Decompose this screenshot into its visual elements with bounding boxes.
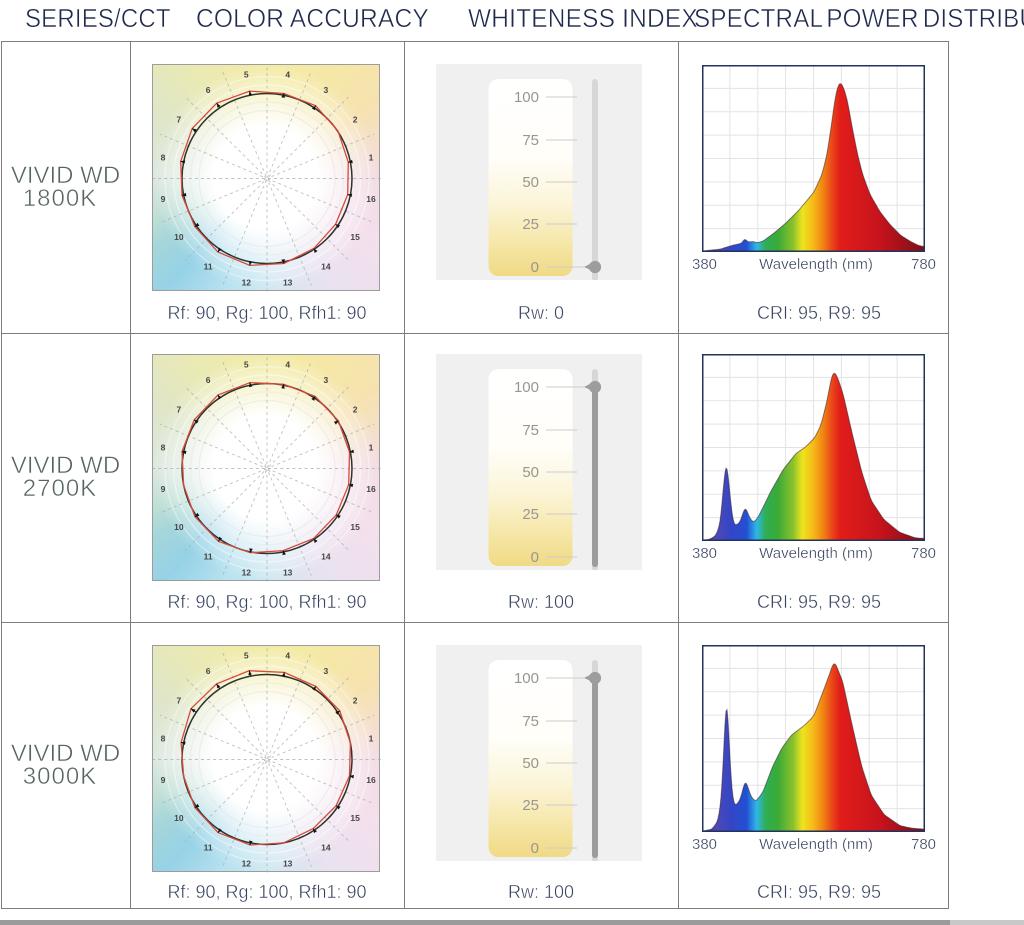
- svg-text:25: 25: [522, 797, 539, 814]
- svg-text:6: 6: [206, 85, 211, 95]
- svg-text:2: 2: [353, 114, 358, 124]
- svg-text:3: 3: [324, 375, 329, 385]
- svg-text:3: 3: [324, 666, 329, 676]
- svg-text:7: 7: [177, 114, 182, 124]
- svg-text:4: 4: [285, 650, 290, 660]
- svg-text:13: 13: [283, 277, 293, 287]
- svg-text:14: 14: [321, 261, 331, 271]
- svg-text:100: 100: [514, 670, 539, 687]
- svg-text:1: 1: [369, 734, 374, 744]
- svg-text:12: 12: [242, 277, 252, 287]
- svg-text:15: 15: [350, 813, 360, 823]
- svg-text:5: 5: [244, 359, 249, 369]
- svg-text:50: 50: [522, 464, 539, 481]
- svg-text:0: 0: [531, 840, 539, 857]
- svg-text:9: 9: [161, 775, 166, 785]
- svg-text:12: 12: [242, 858, 252, 868]
- svg-text:16: 16: [366, 484, 376, 494]
- svg-text:100: 100: [514, 89, 539, 106]
- svg-text:15: 15: [350, 522, 360, 532]
- svg-text:8: 8: [161, 443, 166, 453]
- svg-text:10: 10: [174, 232, 184, 242]
- svg-text:10: 10: [174, 813, 184, 823]
- svg-text:16: 16: [366, 194, 376, 204]
- svg-text:50: 50: [522, 174, 539, 191]
- svg-text:7: 7: [177, 404, 182, 414]
- svg-text:25: 25: [522, 216, 539, 233]
- svg-text:13: 13: [283, 567, 293, 577]
- svg-text:6: 6: [206, 666, 211, 676]
- svg-text:75: 75: [522, 713, 539, 730]
- svg-text:50: 50: [522, 755, 539, 772]
- svg-text:12: 12: [242, 567, 252, 577]
- svg-text:5: 5: [244, 650, 249, 660]
- svg-text:11: 11: [204, 842, 213, 852]
- svg-text:5: 5: [244, 69, 249, 79]
- svg-text:2: 2: [353, 695, 358, 705]
- svg-text:8: 8: [161, 153, 166, 163]
- svg-text:0: 0: [531, 549, 539, 566]
- svg-text:9: 9: [161, 484, 166, 494]
- svg-text:3: 3: [324, 85, 329, 95]
- svg-text:11: 11: [204, 261, 213, 271]
- svg-text:7: 7: [177, 695, 182, 705]
- svg-text:14: 14: [321, 842, 331, 852]
- svg-text:16: 16: [366, 775, 376, 785]
- svg-text:10: 10: [174, 522, 184, 532]
- svg-text:0: 0: [531, 259, 539, 276]
- svg-text:4: 4: [285, 359, 290, 369]
- svg-text:4: 4: [285, 69, 290, 79]
- svg-text:1: 1: [369, 443, 374, 453]
- svg-text:9: 9: [161, 194, 166, 204]
- svg-text:25: 25: [522, 506, 539, 523]
- svg-text:2: 2: [353, 404, 358, 414]
- svg-text:1: 1: [369, 153, 374, 163]
- svg-text:6: 6: [206, 375, 211, 385]
- svg-text:75: 75: [522, 132, 539, 149]
- svg-text:100: 100: [514, 379, 539, 396]
- svg-text:13: 13: [283, 858, 293, 868]
- svg-text:14: 14: [321, 551, 331, 561]
- svg-text:75: 75: [522, 422, 539, 439]
- svg-text:11: 11: [204, 551, 213, 561]
- svg-text:15: 15: [350, 232, 360, 242]
- svg-text:8: 8: [161, 734, 166, 744]
